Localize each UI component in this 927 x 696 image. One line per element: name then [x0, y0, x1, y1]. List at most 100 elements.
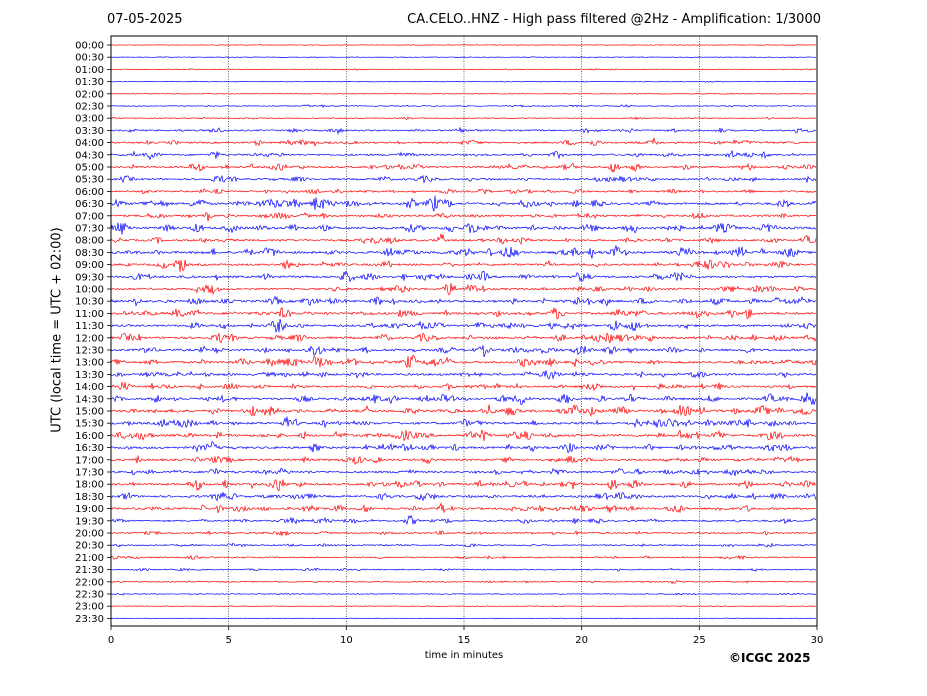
y-tick-label: 10:30: [75, 297, 104, 308]
y-tick-label: 13:00: [75, 358, 104, 369]
trace-0030: [110, 56, 817, 58]
trace-1130: [110, 318, 817, 333]
y-tick-label: 04:00: [75, 138, 104, 149]
y-tick-label: 15:00: [75, 407, 104, 418]
y-tick-label: 13:30: [75, 370, 104, 381]
y-tick-label: 08:30: [75, 248, 104, 259]
y-tick-label: 22:00: [75, 577, 104, 588]
y-tick-label: 16:00: [75, 431, 104, 442]
trace-0930: [110, 270, 817, 283]
trace-2030: [110, 542, 817, 548]
y-tick-label: 21:30: [75, 565, 104, 576]
trace-2200: [110, 579, 817, 585]
y-tick-label: 18:30: [75, 492, 104, 503]
y-tick-label: 11:00: [75, 309, 104, 320]
date-label: 07-05-2025: [107, 12, 183, 27]
y-tick-label: 01:30: [75, 77, 104, 88]
trace-2100: [110, 554, 817, 561]
y-tick-label: 17:00: [75, 455, 104, 466]
trace-0630: [110, 195, 817, 212]
trace-1500: [110, 403, 817, 418]
y-tick-label: 00:00: [75, 41, 104, 52]
y-tick-label: 20:30: [75, 541, 104, 552]
trace-0530: [110, 174, 817, 184]
y-tick-label: 05:00: [75, 163, 104, 174]
trace-1530: [110, 416, 817, 429]
y-tick-label: 03:30: [75, 126, 104, 137]
y-tick-label: 19:30: [75, 516, 104, 527]
y-tick-label: 09:00: [75, 260, 104, 271]
trace-1830: [110, 491, 817, 502]
trace-1700: [110, 455, 817, 465]
trace-1630: [110, 441, 817, 454]
y-tick-label: 18:00: [75, 480, 104, 491]
y-tick-label: 10:00: [75, 285, 104, 296]
y-tick-label: 03:00: [75, 114, 104, 125]
trace-1730: [110, 467, 817, 477]
trace-0230: [110, 104, 817, 109]
y-tick-label: 23:00: [75, 602, 104, 613]
y-tick-label: 23:30: [75, 614, 104, 625]
y-tick-label: 14:00: [75, 382, 104, 393]
trace-1030: [110, 295, 817, 307]
trace-0130: [110, 80, 817, 83]
x-tick-label: 0: [108, 635, 114, 646]
trace-1000: [110, 283, 817, 296]
trace-0800: [110, 233, 817, 245]
trace-2130: [110, 567, 817, 572]
trace-0100: [110, 68, 817, 71]
y-tick-label: 12:30: [75, 346, 104, 357]
trace-0500: [110, 162, 817, 173]
trace-0830: [110, 245, 817, 259]
y-tick-label: 21:00: [75, 553, 104, 564]
trace-0200: [110, 92, 817, 95]
y-tick-label: 07:30: [75, 224, 104, 235]
x-tick-label: 30: [811, 635, 824, 646]
trace-2000: [110, 529, 817, 537]
trace-1230: [110, 345, 817, 357]
y-tick-label: 05:30: [75, 175, 104, 186]
trace-1400: [110, 382, 817, 392]
x-tick-label: 10: [340, 635, 353, 646]
trace-0900: [110, 259, 817, 273]
y-tick-label: 00:30: [75, 53, 104, 64]
trace-0300: [110, 116, 817, 121]
y-tick-label: 15:30: [75, 419, 104, 430]
y-tick-label: 06:30: [75, 199, 104, 210]
trace-0330: [110, 126, 817, 136]
y-tick-label: 04:30: [75, 150, 104, 161]
trace-1930: [110, 514, 817, 525]
y-tick-label: 09:30: [75, 272, 104, 283]
x-tick-label: 5: [225, 635, 231, 646]
trace-0400: [110, 137, 817, 147]
y-tick-label: 11:30: [75, 321, 104, 332]
trace-0430: [110, 150, 817, 161]
y-tick-label: 14:30: [75, 394, 104, 405]
trace-1100: [110, 307, 817, 320]
trace-2300: [110, 605, 817, 608]
trace-0700: [110, 211, 817, 222]
trace-1900: [110, 502, 817, 514]
y-tick-label: 08:00: [75, 236, 104, 247]
x-axis-label: time in minutes: [424, 650, 504, 661]
y-tick-label: 16:30: [75, 443, 104, 454]
trace-0000: [110, 44, 817, 46]
y-tick-label: 22:30: [75, 590, 104, 601]
trace-0730: [110, 222, 817, 235]
x-tick-label: 25: [693, 635, 706, 646]
y-tick-label: 02:00: [75, 89, 104, 100]
trace-2230: [110, 592, 817, 596]
y-tick-label: 12:00: [75, 333, 104, 344]
chart-title: CA.CELO..HNZ - High pass filtered @2Hz -…: [407, 12, 821, 27]
y-tick-label: 02:30: [75, 102, 104, 113]
y-tick-label: 06:00: [75, 187, 104, 198]
trace-1330: [110, 370, 817, 380]
y-tick-label: 19:00: [75, 504, 104, 515]
trace-2330: [110, 617, 817, 620]
trace-1800: [110, 479, 817, 492]
y-tick-label: 17:30: [75, 468, 104, 479]
x-tick-label: 20: [575, 635, 588, 646]
y-tick-label: 20:00: [75, 529, 104, 540]
copyright-label: ©ICGC 2025: [729, 651, 811, 665]
